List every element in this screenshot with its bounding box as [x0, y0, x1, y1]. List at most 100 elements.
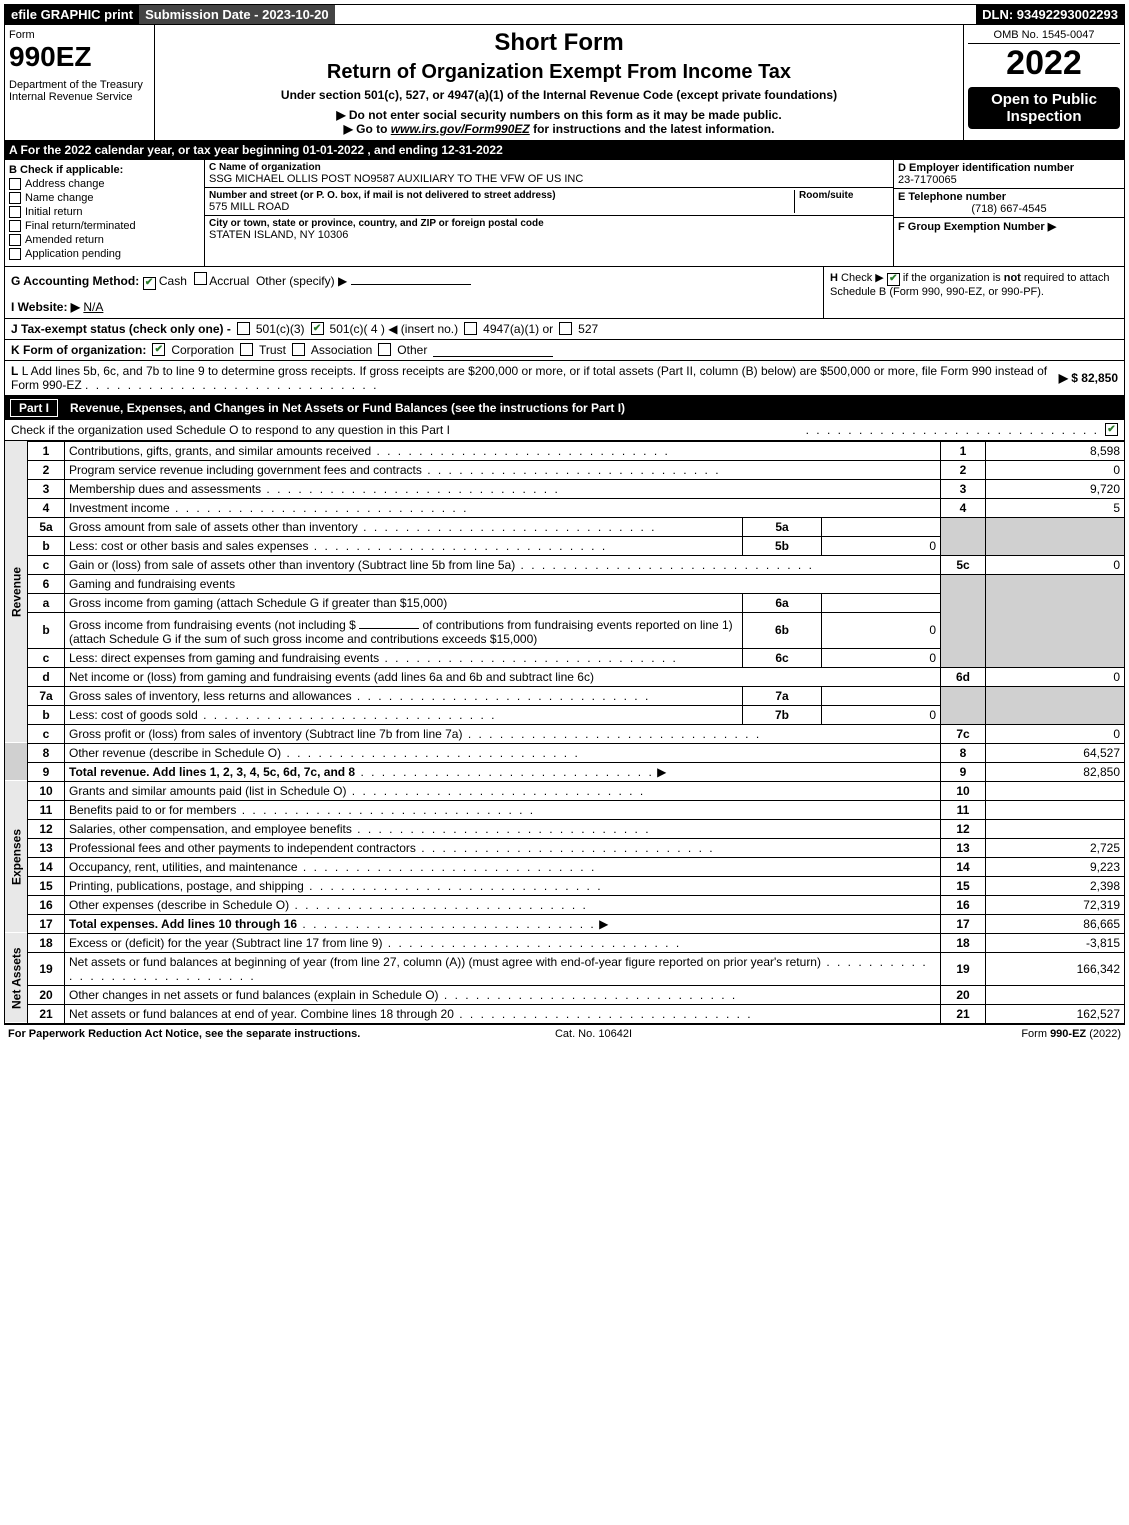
l-amount: ▶ $ 82,850 — [1059, 371, 1118, 385]
cb-corporation[interactable] — [152, 343, 165, 356]
amount-2: 0 — [986, 460, 1125, 479]
cb-other-org[interactable] — [378, 343, 391, 356]
e-label: E Telephone number — [898, 191, 1120, 203]
cb-trust[interactable] — [240, 343, 253, 356]
city-label: City or town, state or province, country… — [209, 218, 889, 229]
omb-number: OMB No. 1545-0047 — [968, 29, 1120, 44]
section-c: C Name of organization SSG MICHAEL OLLIS… — [205, 160, 894, 266]
section-b-label: B Check if applicable: — [9, 164, 200, 176]
open-to-public: Open to Public Inspection — [968, 87, 1120, 129]
i-label: I Website: ▶ — [11, 300, 80, 314]
cb-address-change[interactable]: Address change — [9, 178, 200, 190]
amount-8: 64,527 — [986, 743, 1125, 762]
revenue-sidelabel: Revenue — [5, 441, 28, 743]
amount-6d: 0 — [986, 667, 1125, 686]
tax-year: 2022 — [968, 44, 1120, 83]
j-label: J Tax-exempt status (check only one) - — [11, 322, 231, 336]
cb-name-change[interactable]: Name change — [9, 192, 200, 204]
cb-4947[interactable] — [464, 322, 477, 335]
l-text: L L Add lines 5b, 6c, and 7b to line 9 t… — [11, 364, 1053, 392]
cb-cash[interactable] — [143, 277, 156, 290]
addr-label: Number and street (or P. O. box, if mail… — [209, 190, 794, 201]
goto-post: for instructions and the latest informat… — [530, 122, 775, 136]
cb-527[interactable] — [559, 322, 572, 335]
header-right: OMB No. 1545-0047 2022 Open to Public In… — [964, 25, 1124, 140]
cb-accrual[interactable] — [194, 272, 207, 285]
row-l: L L Add lines 5b, 6c, and 7b to line 9 t… — [4, 361, 1125, 396]
row-a-tax-year: A For the 2022 calendar year, or tax yea… — [4, 141, 1125, 160]
expenses-sidelabel: Expenses — [5, 781, 28, 933]
footer-right: Form 990-EZ (2022) — [1021, 1028, 1121, 1040]
footer-left: For Paperwork Reduction Act Notice, see … — [8, 1028, 360, 1040]
g-label: G Accounting Method: — [11, 274, 139, 288]
header-center: Short Form Return of Organization Exempt… — [155, 25, 964, 140]
f-label: F Group Exemption Number ▶ — [898, 220, 1120, 233]
amount-17: 86,665 — [986, 914, 1125, 933]
section-bcdef: B Check if applicable: Address change Na… — [4, 160, 1125, 267]
section-b: B Check if applicable: Address change Na… — [5, 160, 205, 266]
dln: DLN: 93492293002293 — [976, 5, 1124, 24]
department: Department of the Treasury Internal Reve… — [9, 79, 150, 103]
part-i-header: Part I Revenue, Expenses, and Changes in… — [4, 396, 1125, 420]
amount-20 — [986, 985, 1125, 1004]
ssn-warning: ▶ Do not enter social security numbers o… — [159, 108, 959, 122]
cb-schedule-o[interactable] — [1105, 423, 1118, 436]
top-bar: efile GRAPHIC print Submission Date - 20… — [4, 4, 1125, 25]
city-state-zip: STATEN ISLAND, NY 10306 — [209, 229, 889, 241]
amount-9: 82,850 — [986, 762, 1125, 781]
page-footer: For Paperwork Reduction Act Notice, see … — [4, 1024, 1125, 1043]
street: 575 MILL ROAD — [209, 201, 794, 213]
amount-18: -3,815 — [986, 933, 1125, 952]
d-label: D Employer identification number — [898, 162, 1120, 174]
form-title: Return of Organization Exempt From Incom… — [159, 61, 959, 84]
section-ghi: G Accounting Method: Cash Accrual Other … — [4, 267, 1125, 319]
amount-11 — [986, 800, 1125, 819]
header-left: Form 990EZ Department of the Treasury In… — [5, 25, 155, 140]
submission-date: Submission Date - 2023-10-20 — [139, 5, 335, 24]
ghi-left: G Accounting Method: Cash Accrual Other … — [5, 267, 824, 318]
amount-1: 8,598 — [986, 441, 1125, 460]
row-k: K Form of organization: Corporation Trus… — [4, 340, 1125, 361]
amount-4: 5 — [986, 498, 1125, 517]
form-number: 990EZ — [9, 41, 150, 73]
cb-application-pending[interactable]: Application pending — [9, 248, 200, 260]
amount-19: 166,342 — [986, 952, 1125, 985]
section-h: H Check ▶ if the organization is not req… — [824, 267, 1124, 318]
amount-21: 162,527 — [986, 1004, 1125, 1023]
cb-501c[interactable] — [311, 322, 324, 335]
form-subtitle: Under section 501(c), 527, or 4947(a)(1)… — [159, 88, 959, 102]
org-name: SSG MICHAEL OLLIS POST NO9587 AUXILIARY … — [209, 173, 889, 185]
revenue-table: Revenue 1 Contributions, gifts, grants, … — [4, 441, 1125, 1024]
section-def: D Employer identification number 23-7170… — [894, 160, 1124, 266]
cb-final-return[interactable]: Final return/terminated — [9, 220, 200, 232]
k-label: K Form of organization: — [11, 343, 146, 357]
room-label: Room/suite — [799, 190, 889, 201]
cb-initial-return[interactable]: Initial return — [9, 206, 200, 218]
ein: 23-7170065 — [898, 174, 1120, 186]
amount-13: 2,725 — [986, 838, 1125, 857]
part-i-label: Part I — [10, 399, 58, 417]
footer-mid: Cat. No. 10642I — [555, 1028, 632, 1040]
website: N/A — [83, 300, 103, 314]
amount-14: 9,223 — [986, 857, 1125, 876]
cb-association[interactable] — [292, 343, 305, 356]
netassets-sidelabel: Net Assets — [5, 933, 28, 1023]
other-specify-line[interactable] — [351, 271, 471, 285]
amount-7c: 0 — [986, 724, 1125, 743]
amount-12 — [986, 819, 1125, 838]
amount-3: 9,720 — [986, 479, 1125, 498]
form-label: Form — [9, 29, 150, 41]
efile-graphic-print[interactable]: efile GRAPHIC print — [5, 5, 139, 24]
cb-501c3[interactable] — [237, 322, 250, 335]
c-label: C Name of organization — [209, 162, 889, 173]
cb-schedule-b[interactable] — [887, 273, 900, 286]
short-form-title: Short Form — [159, 29, 959, 57]
irs-link[interactable]: www.irs.gov/Form990EZ — [391, 122, 530, 136]
amount-16: 72,319 — [986, 895, 1125, 914]
goto-pre: ▶ Go to — [344, 122, 391, 136]
cb-amended-return[interactable]: Amended return — [9, 234, 200, 246]
other-org-line[interactable] — [433, 343, 553, 357]
amount-10 — [986, 781, 1125, 800]
form-header: Form 990EZ Department of the Treasury In… — [4, 25, 1125, 141]
part-i-title: Revenue, Expenses, and Changes in Net As… — [70, 401, 625, 415]
